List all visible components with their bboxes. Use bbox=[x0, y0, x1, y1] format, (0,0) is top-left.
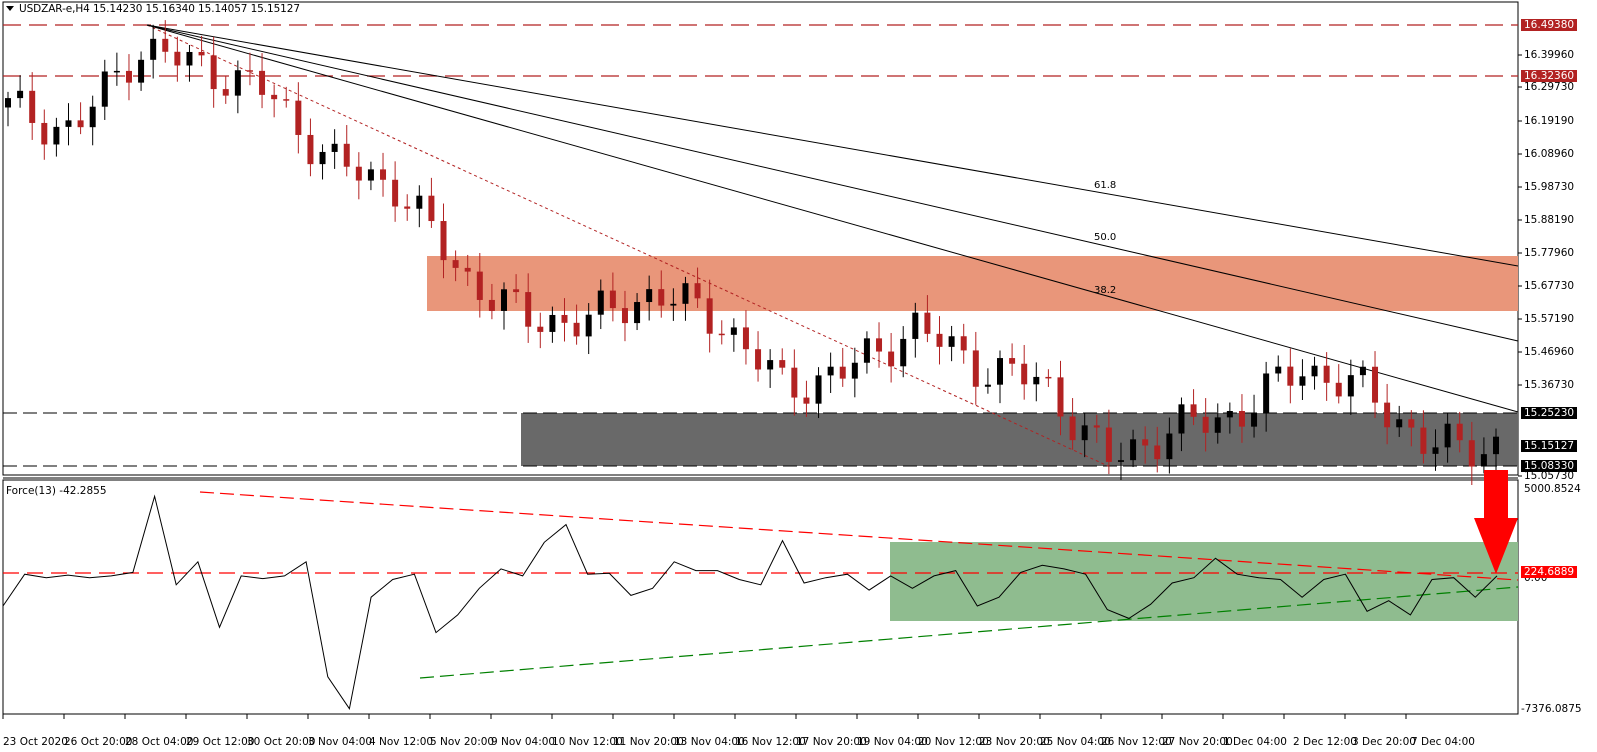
time-label: 2 Dec 12:00 bbox=[1293, 736, 1357, 748]
bearish-arrow-icon bbox=[1474, 470, 1518, 574]
force-consolidation-zone bbox=[890, 542, 1518, 621]
price-panel bbox=[2, 1, 1519, 476]
price-badge-16.3236: 16.32360 bbox=[1521, 70, 1578, 82]
time-label: 1 Dec 04:00 bbox=[1223, 736, 1287, 748]
time-label: 10 Nov 12:00 bbox=[552, 736, 623, 748]
time-label: 28 Oct 04:00 bbox=[125, 736, 194, 748]
price-badge-15.0833: 15.08330 bbox=[1521, 460, 1578, 472]
time-label: 3 Dec 20:00 bbox=[1352, 736, 1416, 748]
time-label: 20 Nov 12:00 bbox=[918, 736, 989, 748]
price-tick: 15.46960 bbox=[1524, 346, 1575, 358]
price-tick: 15.57190 bbox=[1524, 313, 1575, 325]
price-tick: 15.67730 bbox=[1524, 280, 1575, 292]
time-label: 4 Nov 12:00 bbox=[369, 736, 434, 748]
time-label: 23 Nov 20:00 bbox=[979, 736, 1050, 748]
price-tick: 15.77960 bbox=[1524, 247, 1575, 259]
price-badge-15.2523: 15.25230 bbox=[1521, 407, 1578, 419]
force-descending-trendline bbox=[199, 491, 1519, 581]
time-label: 16 Nov 12:00 bbox=[735, 736, 806, 748]
chart-header: USDZAR-e,H4 15.14230 15.16340 15.14057 1… bbox=[6, 3, 300, 15]
time-label: 26 Oct 20:00 bbox=[64, 736, 133, 748]
collapse-triangle-icon[interactable] bbox=[6, 6, 14, 11]
fib-fan-50.0 bbox=[146, 24, 1519, 342]
fib-label-61.8: 61.8 bbox=[1094, 180, 1117, 191]
price-tick: 16.29730 bbox=[1524, 81, 1575, 93]
price-tick: 15.88190 bbox=[1524, 214, 1575, 226]
time-label: 29 Oct 12:00 bbox=[186, 736, 255, 748]
force-axis-top: 5000.8524 bbox=[1524, 483, 1581, 495]
time-label: 3 Nov 04:00 bbox=[308, 736, 373, 748]
force-indicator-line bbox=[2, 494, 1498, 710]
fib-fan-38.2 bbox=[146, 24, 1519, 413]
price-badge-16.4938: 16.49380 bbox=[1521, 19, 1578, 31]
time-label: 19 Nov 04:00 bbox=[857, 736, 928, 748]
price-tick: 15.05730 bbox=[1524, 470, 1575, 482]
time-label: 26 Nov 12:00 bbox=[1101, 736, 1172, 748]
price-tick: 15.98730 bbox=[1524, 181, 1575, 193]
time-label: 30 Oct 20:00 bbox=[247, 736, 316, 748]
time-label: 5 Nov 20:00 bbox=[430, 736, 495, 748]
indicator-title: Force(13) -42.2855 bbox=[6, 485, 107, 497]
fib-label-38.2: 38.2 bbox=[1094, 285, 1117, 296]
time-label: 7 Dec 04:00 bbox=[1411, 736, 1475, 748]
chart-title: USDZAR-e,H4 15.14230 15.16340 15.14057 1… bbox=[19, 3, 300, 15]
fib-label-50.0: 50.0 bbox=[1094, 232, 1117, 243]
current-price-badge: 15.15127 bbox=[1521, 440, 1578, 452]
price-tick: 16.08960 bbox=[1524, 148, 1575, 160]
candlesticks bbox=[5, 20, 1499, 485]
support-zone bbox=[521, 413, 1518, 466]
force-ascending-trendline bbox=[419, 586, 1519, 679]
time-label: 25 Nov 04:00 bbox=[1040, 736, 1111, 748]
time-label: 13 Nov 04:00 bbox=[674, 736, 745, 748]
time-label: 9 Nov 04:00 bbox=[491, 736, 556, 748]
fib-fan-61.8 bbox=[146, 24, 1519, 267]
time-label: 11 Nov 20:00 bbox=[613, 736, 684, 748]
price-tick: 15.36730 bbox=[1524, 379, 1575, 391]
force-axis-bottom: -7376.0875 bbox=[1521, 703, 1582, 715]
price-tick: 16.39960 bbox=[1524, 49, 1575, 61]
price-tick: 16.19190 bbox=[1524, 115, 1575, 127]
time-label: 27 Nov 20:00 bbox=[1162, 736, 1233, 748]
time-label: 23 Oct 2020 bbox=[3, 736, 68, 748]
resistance-zone bbox=[427, 256, 1518, 311]
time-label: 17 Nov 20:00 bbox=[796, 736, 867, 748]
descending-trendline bbox=[146, 24, 1109, 467]
force-level-badge: 224.6889 bbox=[1521, 566, 1578, 578]
